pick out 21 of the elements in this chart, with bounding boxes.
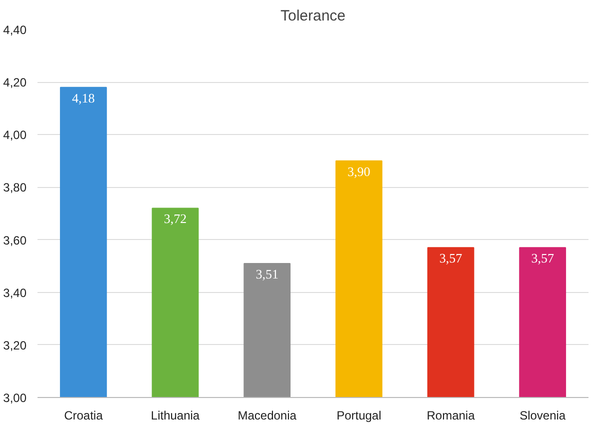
x-tick-label: Slovenia — [520, 408, 566, 422]
data-label: 3,51 — [256, 266, 278, 282]
x-tick-label: Portugal — [336, 408, 382, 422]
y-tick-label: 3,40 — [3, 286, 27, 300]
data-label: 3,57 — [439, 250, 463, 266]
y-tick-label: 3,60 — [3, 233, 27, 248]
x-tick-label: Macedonia — [238, 408, 297, 422]
x-tick-label: Romania — [426, 408, 476, 422]
y-tick-label: 3,00 — [3, 391, 27, 405]
y-tick-label: 4,40 — [3, 23, 27, 37]
y-tick-label: 4,00 — [3, 128, 27, 142]
y-tick-label: 3,80 — [3, 180, 27, 195]
x-tick-label: Lithuania — [150, 408, 200, 422]
y-tick-label: 3,20 — [3, 338, 27, 352]
data-label: 3,90 — [348, 164, 370, 179]
data-label: 3,57 — [531, 250, 554, 266]
chart-title: Tolerance — [280, 8, 346, 24]
y-tick-label: 4,20 — [3, 76, 27, 90]
data-label: 4,18 — [72, 90, 95, 106]
data-label: 3,72 — [164, 211, 187, 226]
x-tick-label: Croatia — [64, 408, 104, 422]
